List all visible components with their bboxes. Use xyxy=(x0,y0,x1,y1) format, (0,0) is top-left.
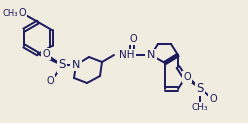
Text: O: O xyxy=(129,34,137,44)
Text: N: N xyxy=(72,60,80,70)
Text: CH₃: CH₃ xyxy=(2,8,18,17)
Text: N: N xyxy=(147,50,155,60)
Text: O: O xyxy=(183,72,191,82)
Text: O: O xyxy=(209,94,217,104)
Text: CH₃: CH₃ xyxy=(192,103,208,113)
Text: S: S xyxy=(196,82,204,94)
Text: S: S xyxy=(58,59,66,71)
Text: NH: NH xyxy=(119,50,134,60)
Text: O: O xyxy=(42,49,50,59)
Text: O: O xyxy=(46,76,54,86)
Text: O: O xyxy=(18,8,26,18)
